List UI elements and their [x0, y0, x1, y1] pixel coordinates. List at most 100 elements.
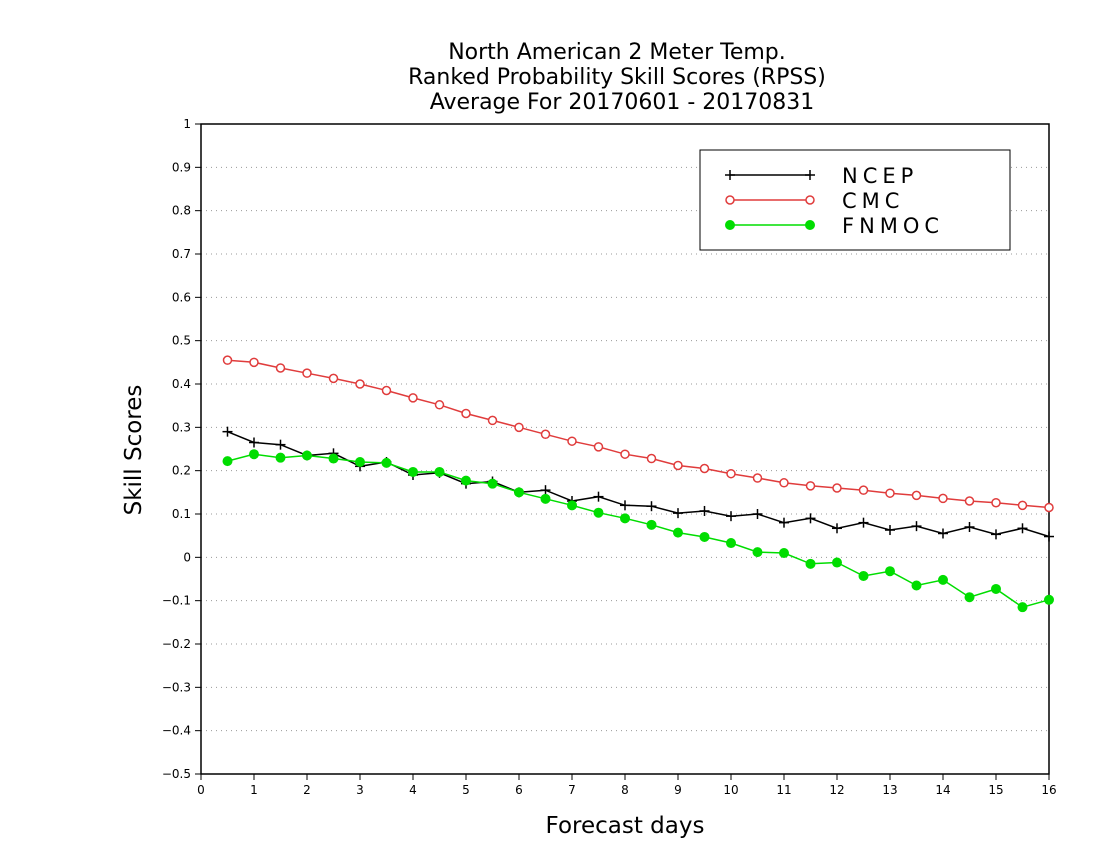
legend-item-fnmoc: FNMOC	[725, 214, 939, 238]
x-tick-label: 16	[1041, 783, 1056, 797]
data-point-fnmoc	[673, 527, 683, 538]
y-tick-label: 0.8	[172, 204, 191, 218]
data-point-cmc	[381, 385, 392, 396]
data-point-ncep	[646, 501, 657, 512]
data-point-fnmoc	[964, 592, 975, 603]
data-point-ncep	[779, 517, 789, 528]
legend-marker-ncep	[725, 170, 735, 180]
data-point-cmc	[646, 453, 657, 464]
y-tick-label: 0.6	[172, 290, 191, 304]
y-tick-label: 0.4	[172, 377, 191, 391]
data-point-ncep	[620, 500, 630, 511]
plot-frame	[200, 123, 1050, 775]
data-point-fnmoc	[222, 456, 233, 467]
x-tick-label: 11	[776, 783, 791, 797]
data-point-cmc	[699, 463, 710, 474]
data-point-cmc	[673, 460, 683, 471]
title-line-2: Ranked Probability Skill Scores (RPSS)	[408, 65, 826, 90]
y-axis-label: Skill Scores	[121, 385, 147, 516]
data-point-fnmoc	[805, 558, 816, 569]
data-point-fnmoc	[885, 566, 895, 577]
data-point-fnmoc	[434, 466, 445, 477]
series-line-fnmoc	[227, 453, 1050, 609]
series-cmc	[222, 355, 1054, 513]
data-point-fnmoc	[408, 466, 418, 477]
data-point-cmc	[514, 422, 524, 433]
data-point-fnmoc	[911, 580, 922, 591]
data-point-ncep	[1017, 523, 1028, 534]
data-point-fnmoc	[620, 513, 630, 524]
x-tick-label: 14	[935, 783, 950, 797]
x-axis-ticks: 0 1 2 3 4 5 6 7 8 9 10 11 12 13 14 15 16	[197, 774, 1057, 797]
data-point-fnmoc	[487, 478, 498, 489]
data-point-cmc	[222, 355, 233, 365]
data-point-ncep	[885, 525, 895, 536]
y-tick-label: 0.1	[172, 507, 191, 521]
legend-marker-fnmoc	[725, 220, 735, 230]
data-point-ncep	[858, 517, 869, 528]
x-tick-label: 6	[515, 783, 523, 797]
data-point-ncep	[699, 505, 710, 516]
data-point-cmc	[805, 481, 816, 491]
data-point-ncep	[964, 522, 975, 532]
data-point-cmc	[858, 485, 869, 495]
data-point-ncep	[938, 528, 948, 539]
x-tick-label: 5	[462, 783, 470, 797]
data-point-fnmoc	[249, 449, 259, 460]
legend-label-cmc: CMC	[842, 189, 904, 213]
data-point-fnmoc	[858, 570, 869, 581]
data-point-fnmoc	[328, 453, 339, 464]
data-point-cmc	[328, 373, 339, 384]
y-tick-label: 0.3	[172, 420, 191, 434]
x-tick-label: 4	[409, 783, 417, 797]
data-point-ncep	[991, 529, 1001, 540]
series-fnmoc	[222, 449, 1054, 613]
series-ncep	[222, 426, 1054, 542]
legend-box	[699, 149, 1011, 251]
data-point-cmc	[249, 357, 259, 368]
data-point-cmc	[461, 408, 471, 419]
data-point-fnmoc	[752, 547, 763, 558]
data-point-cmc	[434, 400, 445, 410]
title-line-1: North American 2 Meter Temp.	[448, 40, 786, 65]
legend-label-ncep: NCEP	[842, 164, 918, 188]
data-point-cmc	[487, 415, 498, 426]
x-tick-label: 9	[674, 783, 682, 797]
y-tick-label: 0	[183, 550, 191, 564]
data-point-fnmoc	[699, 531, 710, 542]
data-point-ncep	[540, 485, 551, 496]
x-tick-label: 15	[988, 783, 1003, 797]
data-point-cmc	[355, 379, 365, 389]
data-point-fnmoc	[779, 548, 789, 558]
data-point-cmc	[408, 393, 418, 403]
data-point-ncep	[249, 437, 259, 448]
data-point-cmc	[911, 490, 922, 501]
data-point-fnmoc	[567, 500, 577, 511]
data-point-fnmoc	[275, 452, 286, 463]
y-axis-ticks: −0.5 −0.4 −0.3 −0.2 −0.1 0 0.1 0.2 0.3 0.4 0.5 0.6 0…	[162, 117, 201, 781]
y-tick-label: −0.5	[162, 767, 191, 781]
data-point-fnmoc	[646, 519, 657, 530]
y-tick-label: 0.5	[172, 334, 191, 348]
legend-marker-ncep	[805, 170, 815, 180]
data-point-cmc	[832, 483, 842, 493]
legend-marker-cmc	[725, 195, 735, 205]
data-point-fnmoc	[514, 487, 524, 498]
data-point-fnmoc	[355, 457, 365, 467]
data-point-cmc	[275, 363, 286, 373]
data-point-cmc	[1017, 500, 1028, 511]
y-tick-label: −0.1	[162, 594, 191, 608]
data-point-cmc	[1044, 502, 1054, 513]
data-point-fnmoc	[540, 493, 551, 504]
data-point-fnmoc	[302, 450, 312, 461]
data-point-cmc	[620, 449, 630, 459]
data-point-cmc	[302, 368, 312, 378]
data-point-cmc	[540, 429, 551, 440]
title-line-3: Average For 20170601 - 20170831	[430, 90, 815, 115]
data-point-cmc	[885, 488, 895, 498]
x-tick-label: 13	[882, 783, 897, 797]
chart-title: North American 2 Meter Temp. Ranked Prob…	[408, 40, 826, 115]
legend-item-cmc: CMC	[725, 189, 904, 213]
